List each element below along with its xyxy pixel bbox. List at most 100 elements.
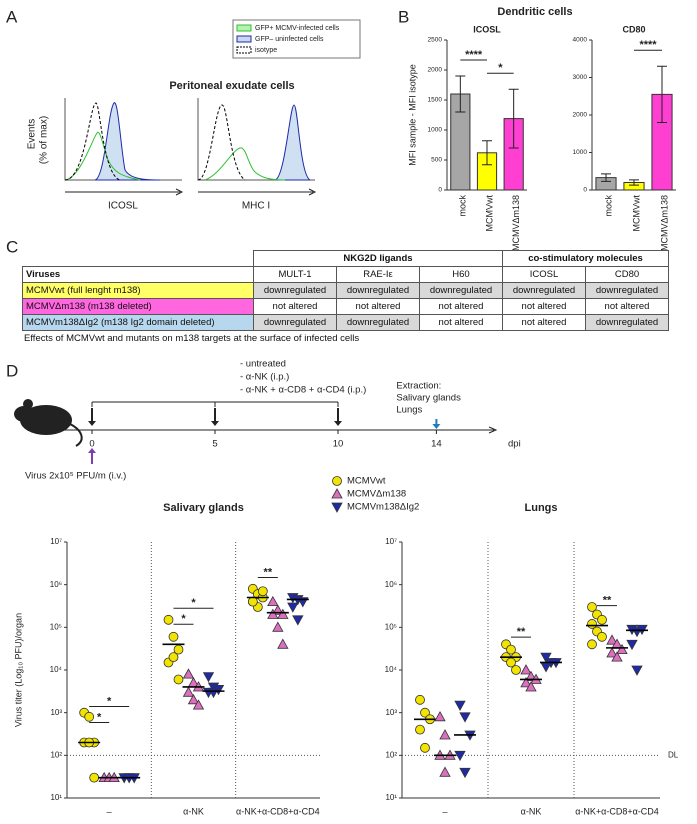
table-cell: MULT-1 (253, 266, 337, 283)
legend-label: MCMVΔm138 (347, 489, 406, 500)
y-tick-label: 10⁴ (385, 665, 398, 674)
point (454, 700, 466, 711)
x-tick-label: – (442, 806, 447, 816)
point (520, 664, 532, 675)
point (163, 614, 174, 625)
sig-label: * (181, 613, 186, 625)
error-bar (601, 173, 611, 182)
legend-marker (332, 476, 342, 486)
panel-label: A (6, 7, 18, 26)
y-tick-label: 10⁶ (50, 580, 62, 589)
sig-label: **** (639, 39, 657, 51)
point (247, 596, 258, 607)
y-label: Virus titer (Log₁₀ PFU)/organ (13, 613, 23, 727)
infection-label: Virus 2x10⁵ PFU/m (i.v.) (25, 471, 126, 482)
point (168, 631, 179, 642)
legend-label: MCMVm138ΔIg2 (347, 502, 419, 513)
table-cell: not altered (502, 298, 586, 315)
y-label: Events (27, 119, 38, 150)
axis-unit: dpi (508, 439, 521, 450)
curve (64, 131, 141, 181)
x-tick-label: 0 (89, 439, 94, 450)
axis-arrow (488, 426, 498, 434)
point (415, 694, 425, 705)
sig-label: ** (517, 626, 526, 638)
sig-label: * (498, 62, 503, 74)
y-tick-label: 3000 (573, 74, 588, 81)
legend-label: MCMVwt (347, 476, 386, 487)
point (168, 652, 179, 663)
sig-label: * (107, 695, 112, 707)
curve (197, 104, 246, 181)
point (631, 665, 643, 676)
table-cell: downregulated (419, 282, 503, 299)
point (182, 668, 195, 679)
point (202, 672, 215, 683)
x-tick-label: 14 (431, 439, 442, 450)
point (540, 652, 552, 663)
panel-label: D (6, 361, 18, 380)
y-tick-label: 10¹ (385, 793, 397, 802)
table-cell: not altered (502, 314, 586, 331)
x-tick-label: MCMVwt (631, 195, 641, 232)
chart-title: Salivary glands (163, 502, 244, 514)
y-tick-label: 1000 (573, 149, 588, 156)
y-tick-label: 10³ (385, 708, 397, 717)
table-cell: downregulated (336, 314, 420, 331)
table-cell: downregulated (585, 282, 669, 299)
point (173, 644, 184, 655)
x-tick-label: MCMVwt (484, 195, 494, 232)
point (267, 608, 279, 619)
table-cell (23, 251, 254, 267)
table-cell: MCMVm138ΔIg2 (m138 Ig2 domain deleted) (22, 314, 254, 331)
point (520, 677, 532, 688)
x-tick-label: α-NK (183, 806, 204, 816)
point (277, 608, 289, 619)
curve (274, 104, 311, 181)
x-tick-label: MCMVΔm138 (659, 195, 669, 251)
table-cell: downregulated (253, 282, 337, 299)
error-bar (482, 140, 492, 166)
curve (64, 102, 121, 181)
treatment: - α-NK (i.p.) (240, 372, 289, 383)
point (506, 657, 516, 668)
panel-title: Dendritic cells (497, 6, 572, 18)
point (611, 651, 623, 662)
legend-swatch (236, 46, 252, 54)
chart-title: ICOSL (473, 24, 501, 34)
sig-label: **** (465, 49, 483, 61)
table-cell: CD80 (585, 266, 669, 283)
point (439, 766, 451, 777)
table-row: MCMVm138ΔIg2 (m138 Ig2 domain deleted) do… (22, 314, 669, 331)
treatment-arrow-head (88, 421, 96, 426)
y-tick-label: 10⁷ (50, 537, 62, 546)
point (606, 634, 618, 645)
error-bar (508, 88, 519, 149)
extraction-arrow-head (432, 424, 441, 429)
point (597, 631, 607, 642)
point (459, 767, 471, 779)
point (616, 643, 628, 655)
x-tick-label: α-NK+α-CD8+α-CD4 (236, 806, 320, 816)
x-label: ICOSL (108, 201, 138, 212)
x-label: MHC I (242, 201, 270, 212)
y-tick-label: 500 (431, 157, 442, 164)
y-tick-label: 2000 (428, 67, 443, 74)
point (89, 772, 100, 783)
table-cell: downregulated (502, 282, 586, 299)
point (434, 710, 446, 722)
mouse-icon (14, 399, 83, 447)
table-cell: MCMVΔm138 (m138 deleted) (22, 298, 254, 315)
curve (204, 147, 286, 181)
y-tick-label: 4000 (573, 37, 588, 44)
point (606, 647, 618, 658)
y-tick-label: 2000 (573, 112, 588, 119)
table-cell: downregulated (336, 282, 420, 299)
legend-a: GFP+ MCMV-infected cells GFP– uninfected… (232, 19, 361, 59)
error-bar (629, 179, 639, 186)
table-cell: NKG2D ligands (253, 250, 503, 267)
point (626, 639, 638, 651)
point (459, 712, 471, 723)
